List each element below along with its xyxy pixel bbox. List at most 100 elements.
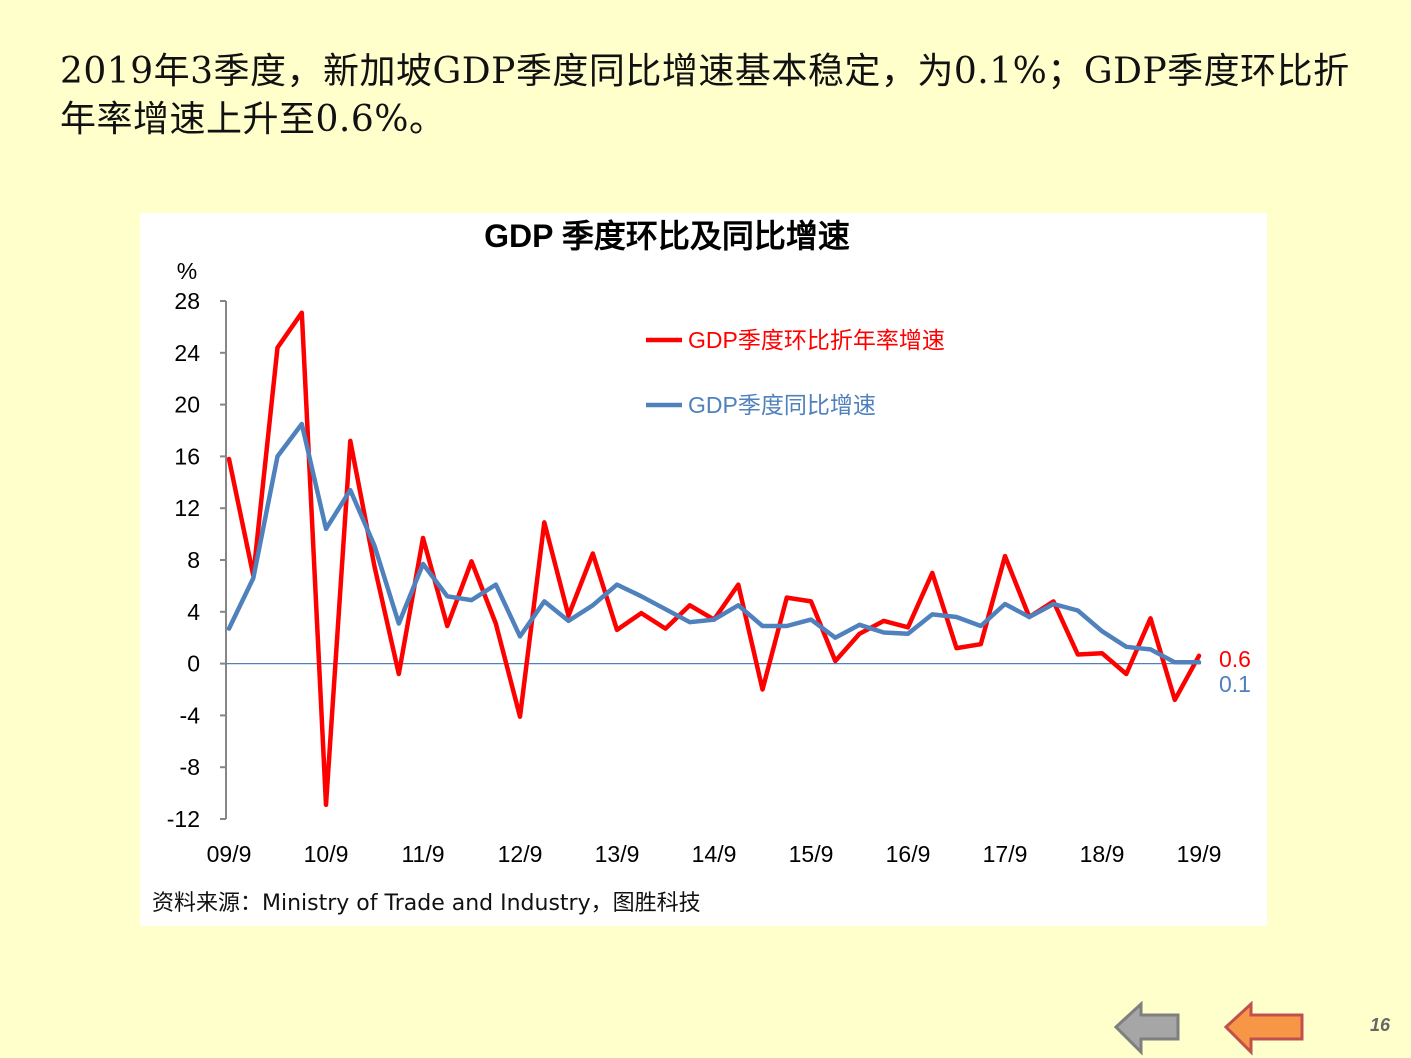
- data-point-yoy: [349, 489, 351, 491]
- data-point-qoq: [1053, 600, 1054, 602]
- data-point-yoy: [883, 632, 885, 634]
- x-tick-label: 16/9: [886, 841, 931, 867]
- data-point-qoq: [640, 612, 642, 614]
- y-tick-label: -4: [180, 702, 201, 728]
- left-arrow-icon: [1223, 1000, 1304, 1056]
- data-point-yoy: [931, 613, 933, 615]
- x-tick-label: 13/9: [595, 841, 640, 867]
- data-point-yoy: [543, 600, 545, 602]
- chart-panel: GDP 季度环比及同比增速% 28 24 20 16 12 8 4 0 -4 -8 -12 09/9 10…: [140, 213, 1267, 926]
- back-arrow-button[interactable]: [1112, 1000, 1184, 1058]
- data-point-yoy: [1004, 603, 1006, 605]
- data-point-qoq: [665, 628, 666, 630]
- data-point-yoy: [956, 616, 957, 618]
- x-tick-label: 15/9: [789, 841, 834, 867]
- slide-heading: 2019年3季度，新加坡GDP季度同比增速基本稳定，为0.1%；GDP季度环比折…: [60, 51, 1350, 140]
- y-tick-label: 28: [174, 288, 200, 314]
- data-point-yoy: [737, 604, 739, 606]
- data-point-qoq: [689, 604, 691, 606]
- data-point-qoq: [592, 553, 594, 555]
- data-point-yoy: [980, 625, 982, 627]
- y-tick-label: -8: [180, 754, 200, 780]
- data-point-yoy: [1198, 661, 1200, 663]
- data-point-yoy: [786, 625, 788, 627]
- data-point-qoq: [786, 597, 788, 599]
- forward-arrow-button[interactable]: [1222, 1000, 1306, 1058]
- data-point-qoq: [301, 312, 303, 314]
- data-point-qoq: [907, 626, 909, 628]
- x-tick-label: 12/9: [498, 841, 543, 867]
- data-point-qoq: [277, 347, 278, 349]
- data-point-yoy: [1077, 610, 1079, 612]
- data-point-yoy: [592, 604, 594, 606]
- data-point-qoq: [980, 643, 982, 645]
- x-tick-label: 11/9: [401, 841, 444, 867]
- x-tick-label: 14/9: [692, 841, 737, 867]
- y-tick-label: 0: [187, 651, 200, 677]
- y-tick-label: 20: [174, 392, 200, 418]
- data-point-yoy: [640, 595, 642, 597]
- chart-title: GDP 季度环比及同比增速: [484, 218, 850, 254]
- y-tick-label: 4: [187, 599, 200, 625]
- left-arrow-icon: [1113, 1000, 1180, 1056]
- end-label-qoq: 0.6: [1219, 646, 1251, 672]
- data-point-yoy: [1125, 646, 1127, 648]
- x-tick-label: 10/9: [304, 841, 349, 867]
- data-point-qoq: [349, 440, 351, 442]
- end-label-yoy: 0.1: [1219, 671, 1251, 697]
- data-point-qoq: [810, 600, 812, 602]
- data-point-qoq: [1077, 654, 1079, 656]
- data-point-qoq: [228, 458, 230, 460]
- data-point-yoy: [762, 625, 763, 627]
- data-point-qoq: [471, 560, 472, 562]
- y-tick-label: 12: [174, 495, 200, 521]
- data-point-yoy: [301, 423, 303, 425]
- data-point-yoy: [834, 637, 836, 639]
- data-point-qoq: [762, 689, 763, 690]
- series-line-qoq: [226, 310, 1202, 808]
- data-point-yoy: [277, 455, 278, 457]
- source-note: 资料来源：Ministry of Trade and Industry，图胜科技: [152, 891, 701, 916]
- data-point-yoy: [422, 563, 424, 565]
- data-point-qoq: [859, 633, 860, 635]
- page-number: 16: [1370, 1015, 1391, 1035]
- series-line-yoy: [226, 421, 1202, 665]
- data-point-qoq: [956, 647, 957, 649]
- data-point-qoq: [931, 572, 933, 574]
- data-point-yoy: [398, 622, 400, 624]
- data-point-yoy: [471, 599, 472, 601]
- data-point-qoq: [883, 620, 885, 622]
- data-point-yoy: [325, 528, 327, 530]
- data-point-yoy: [616, 584, 618, 586]
- data-point-yoy: [1053, 603, 1054, 605]
- data-point-yoy: [1150, 648, 1151, 650]
- data-point-qoq: [422, 537, 424, 539]
- data-point-yoy: [495, 584, 497, 586]
- data-point-yoy: [519, 635, 521, 637]
- data-point-qoq: [834, 660, 836, 662]
- x-tick-label: 19/9: [1177, 841, 1222, 867]
- data-point-qoq: [1101, 652, 1103, 654]
- data-point-qoq: [1125, 673, 1127, 675]
- data-point-qoq: [543, 521, 545, 523]
- data-point-qoq: [616, 629, 618, 631]
- legend-label-qoq: GDP季度环比折年率增速: [688, 327, 945, 353]
- data-point-qoq: [495, 622, 497, 624]
- y-tick-label: 24: [174, 340, 200, 366]
- data-point-yoy: [1101, 630, 1103, 632]
- y-tick-label: 8: [187, 547, 200, 573]
- legend-label-yoy: GDP季度同比增速: [688, 392, 876, 418]
- y-tick-label: 16: [174, 443, 200, 469]
- data-point-qoq: [374, 565, 375, 567]
- data-point-yoy: [713, 619, 715, 621]
- data-point-yoy: [665, 608, 666, 610]
- data-point-yoy: [907, 633, 909, 635]
- x-tick-label: 17/9: [983, 841, 1028, 867]
- data-point-qoq: [446, 625, 448, 627]
- gdp-growth-chart: GDP 季度环比及同比增速% 28 24 20 16 12 8 4 0 -4 -8 -12 09/9 10…: [167, 218, 1251, 867]
- data-point-yoy: [252, 577, 254, 579]
- data-point-yoy: [446, 595, 448, 597]
- data-point-qoq: [519, 716, 521, 718]
- data-point-qoq: [1198, 655, 1200, 657]
- y-tick-label: -12: [167, 806, 200, 832]
